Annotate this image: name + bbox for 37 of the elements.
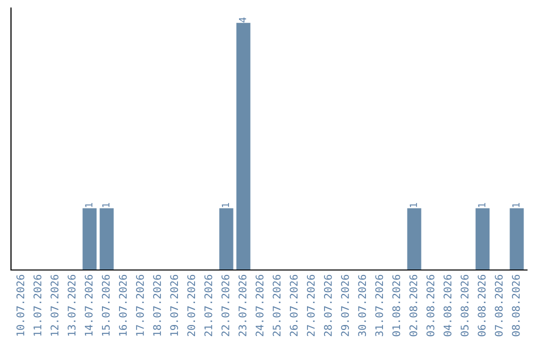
data-label: 1 (410, 203, 417, 208)
x-tick-label: 19.07.2026 (170, 274, 178, 336)
data-label: 1 (102, 203, 110, 208)
x-tick-label: 24.07.2026 (256, 274, 264, 336)
x-tick-label: 10.07.2026 (16, 274, 24, 336)
x-tick-label: 05.08.2026 (460, 274, 469, 336)
x-tick-label: 04.08.2026 (444, 274, 452, 336)
x-tick-label: 11.07.2026 (34, 274, 42, 336)
x-tick-label: 23.07.2026 (238, 274, 246, 336)
x-tick-label: 25.07.2026 (272, 274, 281, 336)
x-tick-label: 14.07.2026 (84, 274, 93, 336)
x-tick-label: 08.08.2026 (512, 274, 520, 336)
data-label: 4 (238, 17, 246, 22)
x-tick-label: 15.07.2026 (102, 274, 110, 336)
x-tick-label: 31.07.2026 (375, 274, 384, 336)
x-tick-label: 07.08.2026 (494, 274, 503, 336)
x-tick-label: 03.08.2026 (426, 274, 434, 336)
x-tick-label: 02.08.2026 (409, 274, 418, 336)
x-tick-label: 21.07.2026 (204, 274, 212, 336)
x-tick-label: 22.07.2026 (221, 274, 230, 336)
x-tick-label: 17.07.2026 (136, 274, 144, 336)
x-tick-label: 01.08.2026 (392, 274, 400, 336)
x-tick-label: 12.07.2026 (50, 274, 58, 336)
x-tick-label: 06.08.2026 (478, 274, 486, 336)
x-tick-label: 29.07.2026 (341, 274, 349, 336)
x-tick-label: 18.07.2026 (153, 274, 161, 336)
x-tick-label: 13.07.2026 (68, 274, 76, 336)
data-label: 1 (222, 203, 229, 208)
data-label: 1 (478, 203, 486, 208)
data-label: 1 (85, 203, 92, 208)
x-tick-label: 26.07.2026 (290, 274, 298, 336)
x-tick-label: 27.07.2026 (306, 274, 315, 336)
x-tick-label: 28.07.2026 (324, 274, 332, 336)
x-tick-label: 30.07.2026 (358, 274, 366, 336)
x-tick-label: 16.07.2026 (118, 274, 127, 336)
data-label: 1 (512, 203, 520, 208)
x-tick-label: 20.07.2026 (187, 274, 196, 336)
